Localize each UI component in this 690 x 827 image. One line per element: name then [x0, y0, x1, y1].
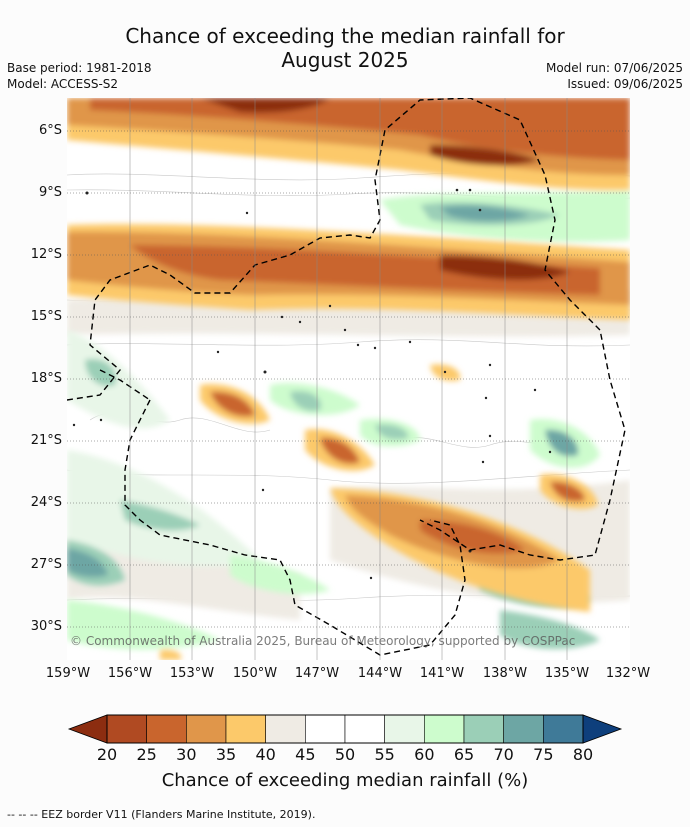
colorbar-tick-label: 20 [96, 745, 118, 764]
copyright-notice: © Commonwealth of Australia 2025, Bureau… [70, 634, 576, 648]
colorbar-tick-label: 65 [453, 745, 475, 764]
colorbar-tick-label: 50 [334, 745, 356, 764]
x-tick-label: 135°W [544, 666, 590, 681]
colorbar-segment [225, 714, 266, 744]
y-tick-label: 27°S [30, 557, 62, 572]
model-run-date: Model run: 07/06/2025 [545, 61, 683, 75]
gridlines [67, 130, 630, 628]
colorbar-tick-label: 80 [572, 745, 594, 764]
y-tick-label: 6°S [38, 123, 62, 138]
colorbar-segment [305, 714, 346, 744]
x-tick-label: 153°W [169, 666, 215, 681]
colorbar-segment [146, 714, 187, 744]
title-line-1: Chance of exceeding the median rainfall … [125, 24, 565, 48]
colorbar-tick-label: 60 [414, 745, 435, 764]
colorbar-segment [265, 714, 306, 744]
colorbar-segment [424, 714, 465, 744]
x-tick-label: 141°W [419, 666, 465, 681]
x-tick-label: 147°W [294, 666, 340, 681]
colorbar [67, 714, 623, 744]
title-line-2: August 2025 [281, 48, 409, 72]
colorbar-title: Chance of exceeding median rainfall (%) [161, 770, 529, 791]
map-area [67, 98, 630, 660]
x-tick-label: 159°W [45, 666, 91, 681]
colorbar-tick-label: 30 [176, 745, 197, 764]
issued-date: Issued: 09/06/2025 [567, 77, 683, 91]
colorbar-segment [186, 714, 227, 744]
colorbar-segment [106, 714, 147, 744]
y-tick-label: 18°S [30, 371, 62, 386]
x-tick-label: 150°W [232, 666, 278, 681]
x-tick-label: 132°W [605, 666, 651, 681]
meridian-lines [129, 98, 568, 660]
dry-regions [67, 98, 630, 660]
colorbar-tick-label: 35 [215, 745, 237, 764]
colorbar-segment [463, 714, 504, 744]
chart-title: Chance of exceeding the median rainfall … [0, 24, 690, 72]
colorbar-segment [344, 714, 385, 744]
y-tick-label: 30°S [30, 619, 62, 634]
y-tick-label: 24°S [30, 495, 62, 510]
right-metadata: Model run: 07/06/2025 Issued: 09/06/2025 [546, 60, 683, 92]
eez-legend-note: -- -- -- EEZ border V11 (Flanders Marine… [7, 808, 316, 821]
left-metadata: Base period: 1981-2018 Model: ACCESS-S2 [7, 60, 152, 92]
colorbar-tick-label: 70 [493, 745, 514, 764]
y-tick-label: 15°S [30, 309, 62, 324]
colorbar-tick-label: 75 [533, 745, 554, 764]
base-period: Base period: 1981-2018 [7, 61, 152, 75]
colorbar-segment [503, 714, 544, 744]
eez-borders [67, 98, 626, 656]
colorbar-outline [106, 714, 584, 744]
y-tick-label: 21°S [30, 433, 62, 448]
x-tick-label: 144°W [357, 666, 403, 681]
colorbar-tick-label: 25 [136, 745, 157, 764]
colorbar-tick-label: 40 [255, 745, 276, 764]
model-name: Model: ACCESS-S2 [7, 77, 119, 91]
x-tick-label: 156°W [107, 666, 153, 681]
y-tick-label: 9°S [38, 185, 62, 200]
colorbar-tick-label: 45 [295, 745, 316, 764]
colorbar-low-arrow [67, 714, 108, 744]
y-tick-label: 12°S [30, 247, 62, 262]
colorbar-segment [543, 714, 584, 744]
colorbar-tick-label: 55 [374, 745, 395, 764]
colorbar-segment [384, 714, 425, 744]
colorbar-high-arrow [582, 714, 623, 744]
x-tick-label: 138°W [482, 666, 528, 681]
island-markers [72, 188, 552, 580]
